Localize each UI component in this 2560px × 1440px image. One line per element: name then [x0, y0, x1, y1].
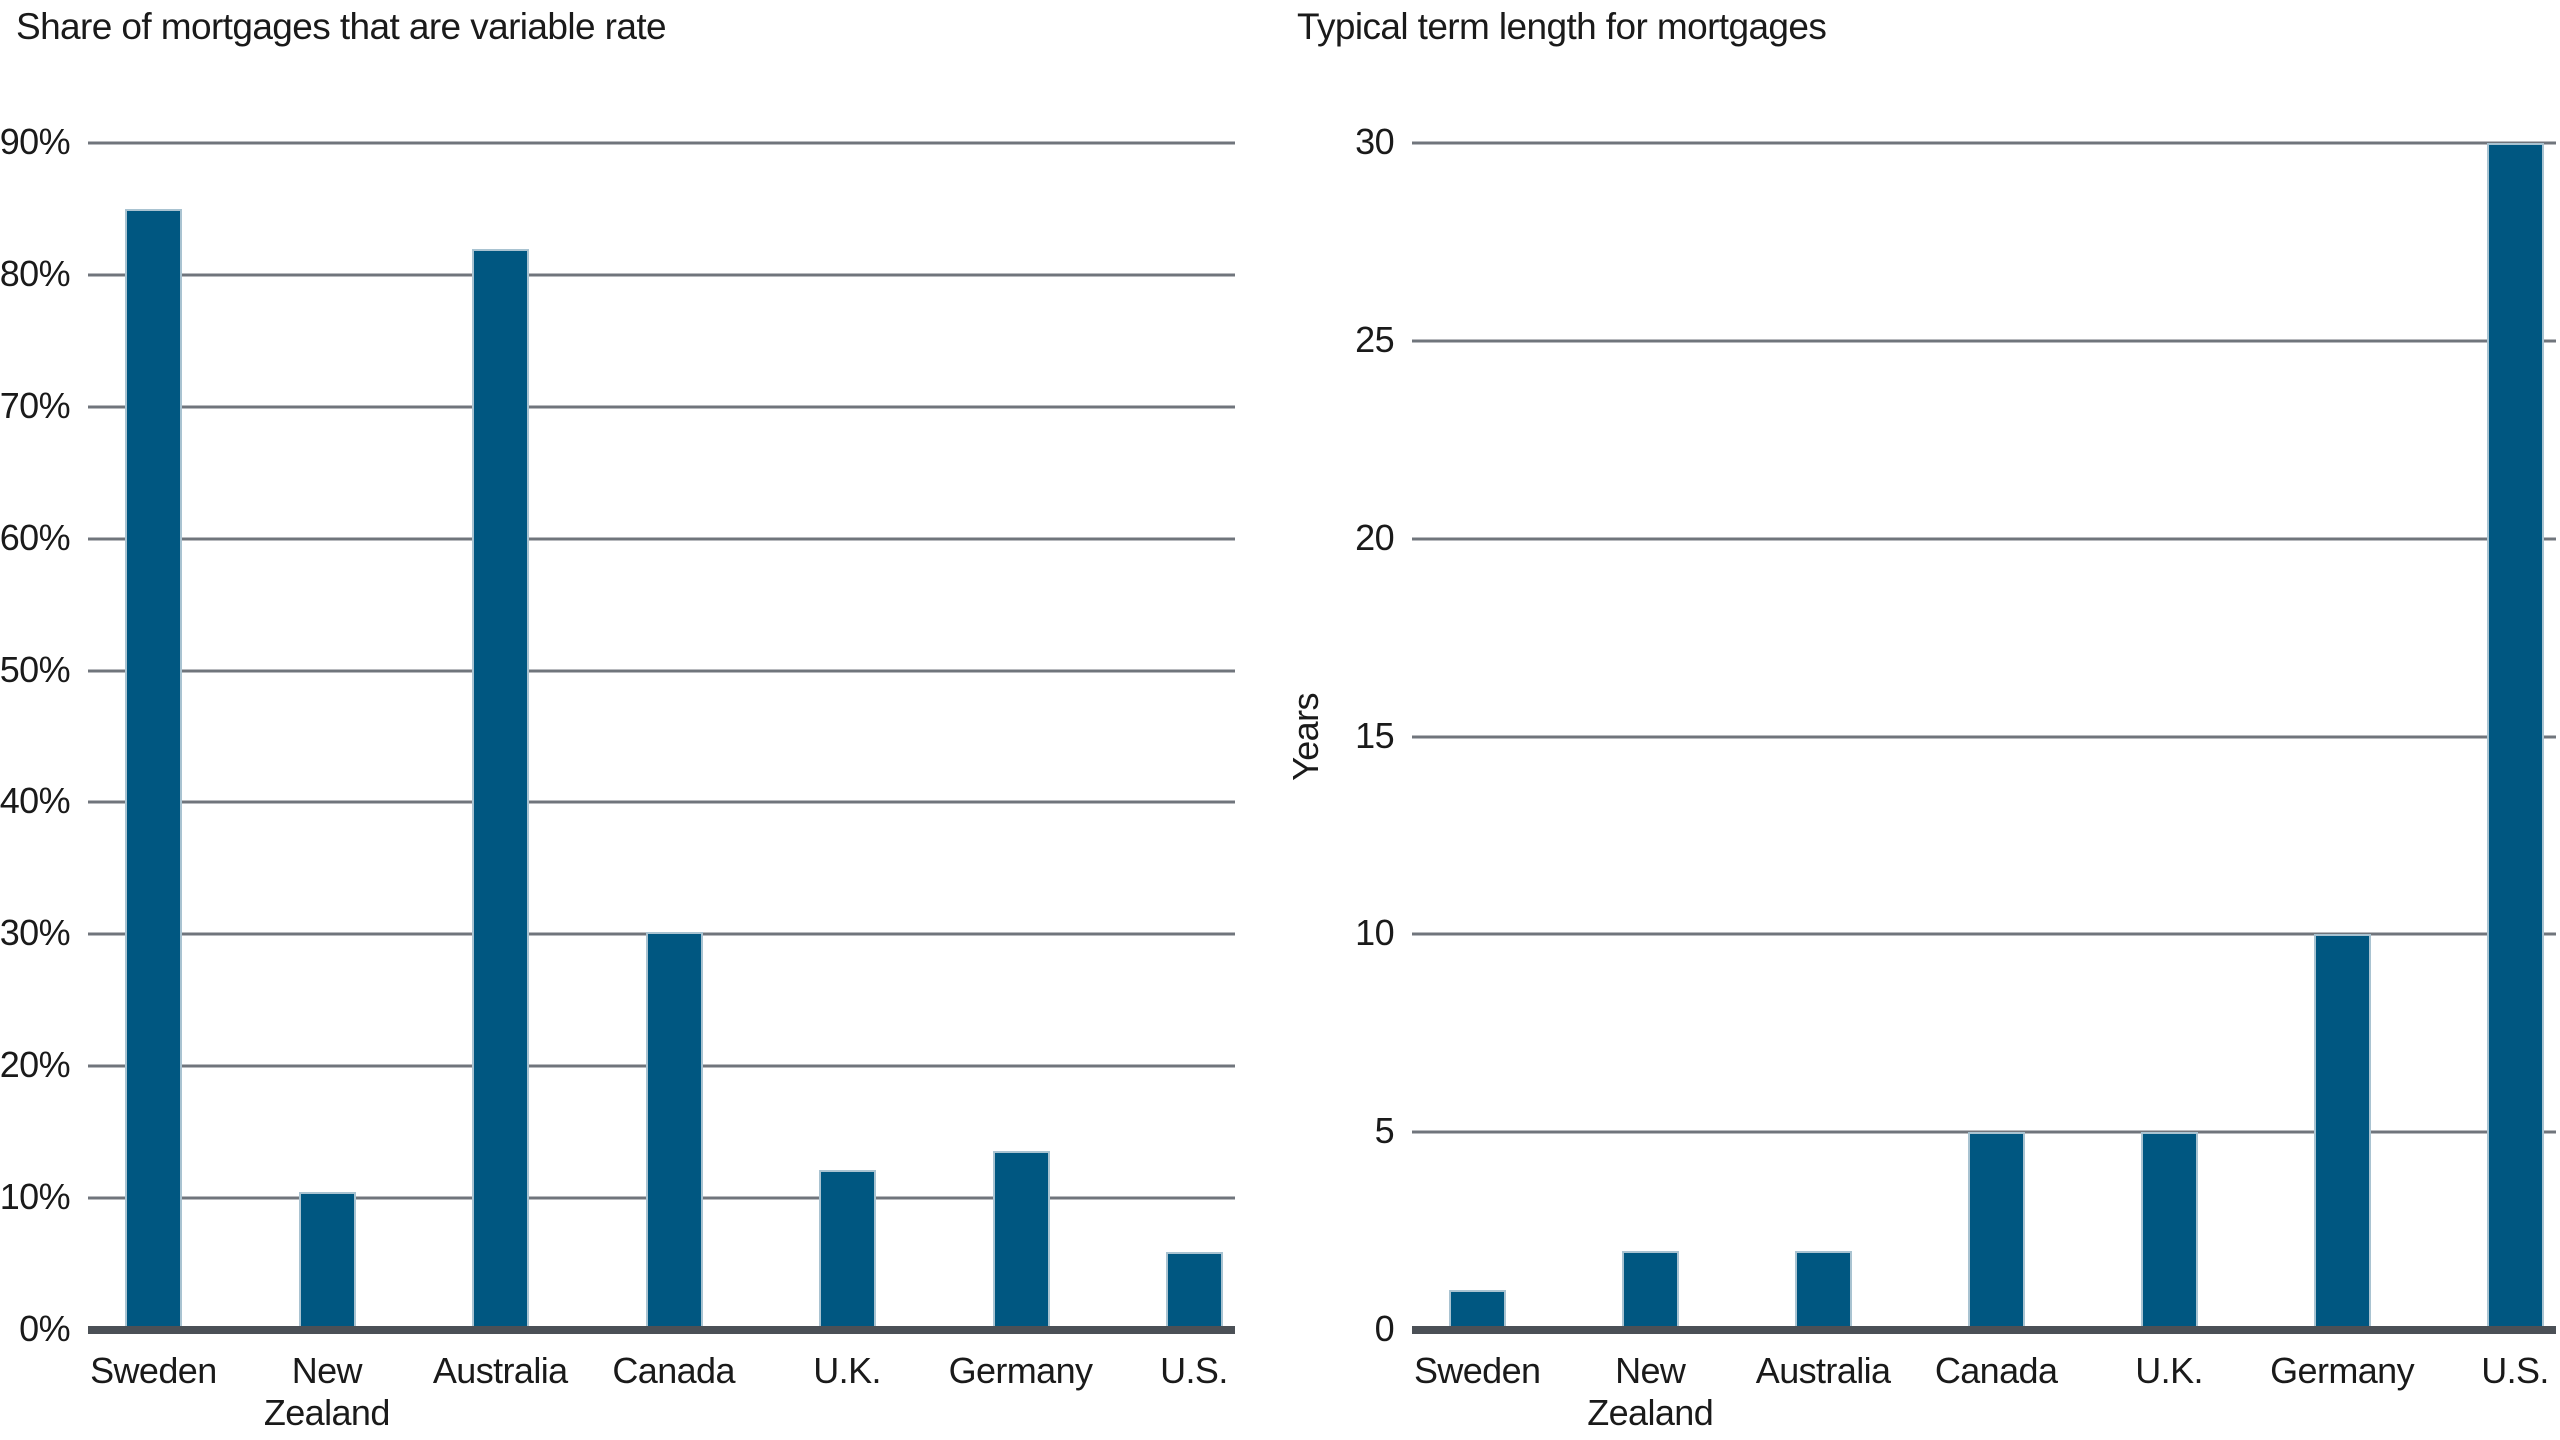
y-tick-label: 10 — [1355, 912, 1394, 954]
y-tick-label: 80% — [0, 253, 71, 295]
gridline — [1412, 932, 2556, 936]
y-tick-label: 50% — [0, 648, 71, 690]
x-category-label-u-s: U.S. — [2481, 1350, 2549, 1391]
x-axis-line — [1412, 1326, 2556, 1334]
gridline — [88, 405, 1235, 409]
x-axis-line — [88, 1326, 1235, 1334]
y-tick-label: 15 — [1355, 714, 1394, 756]
bar-u-s — [1165, 1252, 1223, 1330]
bar-germany — [992, 1150, 1050, 1330]
x-category-label-canada: Canada — [612, 1350, 735, 1391]
y-tick-label: 5 — [1374, 1110, 1395, 1152]
plot-area-variable-rate: 90% 80% 70% 60% 50% 40% 30% 20% 10% 0% Sweden New Z… — [0, 121, 1235, 1433]
chart-title: Typical term length for mortgages — [1297, 6, 1827, 47]
y-axis-label: Years — [1283, 143, 1329, 1330]
x-category-label-germany: Germany — [948, 1350, 1093, 1391]
bar-canada — [645, 931, 703, 1330]
gridline — [88, 141, 1235, 145]
gridline — [1412, 141, 2556, 145]
gridline — [88, 669, 1235, 673]
x-category-label-new-zealand: New Zealand — [1587, 1350, 1714, 1433]
x-category-label-australia: Australia — [432, 1350, 568, 1391]
x-category-label-u-s: U.S. — [1160, 1350, 1228, 1391]
gridline — [1412, 1130, 2556, 1134]
gridline — [88, 273, 1235, 277]
x-category-label-canada: Canada — [1934, 1350, 2058, 1391]
y-tick-label: 25 — [1355, 318, 1394, 360]
gridline — [1412, 735, 2556, 738]
y-tick-label: 90% — [0, 121, 71, 163]
y-tick-label: 0% — [19, 1308, 70, 1350]
x-category-label-sweden: Sweden — [90, 1350, 217, 1391]
y-tick-label: 40% — [0, 780, 71, 822]
y-tick-label: 70% — [0, 384, 71, 426]
x-category-label-u-k: U.K. — [2135, 1350, 2203, 1391]
y-tick-label: 30% — [0, 912, 71, 954]
bar-germany — [2314, 934, 2372, 1330]
bar-australia — [472, 248, 530, 1330]
gridline — [1412, 537, 2556, 541]
plot-area-term-length: 30 25 20 15 10 5 0 Sweden New Zealand Australia Ca… — [1355, 121, 2556, 1433]
gridline — [1412, 339, 2556, 343]
y-tick-label: 30 — [1355, 121, 1394, 163]
bar-new-zealand — [1622, 1250, 1680, 1330]
bar-sweden — [125, 208, 183, 1330]
y-tick-label: 60% — [0, 516, 71, 558]
y-axis-label-text: Years — [1285, 692, 1326, 781]
bar-australia — [1795, 1250, 1853, 1330]
bar-u-s — [2487, 143, 2545, 1330]
x-category-label-u-k: U.K. — [813, 1350, 881, 1391]
x-category-label-new-zealand: New Zealand — [263, 1350, 391, 1433]
bar-new-zealand — [298, 1191, 356, 1330]
bar-sweden — [1449, 1290, 1507, 1330]
y-tick-label: 0 — [1374, 1308, 1395, 1350]
x-category-label-sweden: Sweden — [1413, 1350, 1541, 1391]
bar-u-k — [819, 1170, 877, 1330]
chart-title: Share of mortgages that are variable rat… — [16, 6, 667, 47]
gridline — [88, 537, 1235, 541]
y-tick-label: 20% — [0, 1044, 71, 1086]
gridline — [88, 800, 1235, 804]
x-category-label-germany: Germany — [2270, 1350, 2414, 1391]
y-tick-label: 10% — [0, 1176, 71, 1218]
bar-canada — [1968, 1132, 2026, 1330]
x-category-label-australia: Australia — [1755, 1350, 1891, 1391]
y-tick-label: 20 — [1355, 516, 1394, 558]
bar-u-k — [2141, 1132, 2199, 1330]
